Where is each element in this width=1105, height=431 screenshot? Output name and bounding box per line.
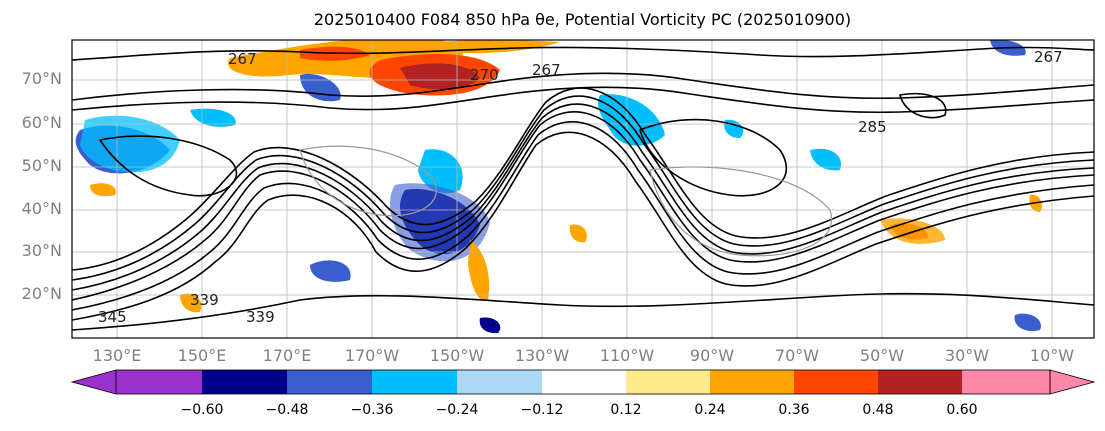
- lon-label: 50°W: [859, 346, 905, 365]
- lat-label: 30°N: [21, 241, 62, 260]
- lon-label: 150°W: [429, 346, 485, 365]
- lat-label: 50°N: [21, 156, 62, 175]
- map-area: 267 270 267 285 267 339 339 345: [72, 40, 1094, 338]
- contour-label: 339: [246, 308, 275, 326]
- map-title: 2025010400 F084 850 hPa θe, Potential Vo…: [313, 10, 852, 29]
- colorbar-swatch: [878, 370, 962, 394]
- lon-label: 110°W: [599, 346, 655, 365]
- lon-label: 30°W: [944, 346, 990, 365]
- lon-label: 150°E: [177, 346, 227, 365]
- colorbar-swatch: [794, 370, 878, 394]
- theta-e-contours: [72, 46, 1094, 331]
- lat-label: 70°N: [21, 69, 62, 88]
- lat-label: 40°N: [21, 199, 62, 218]
- graticule: [72, 40, 1094, 338]
- contour-label: 267: [1034, 48, 1063, 66]
- lon-label: 170°E: [262, 346, 312, 365]
- colorbar-swatch: [372, 370, 457, 394]
- colorbar-swatch: [457, 370, 542, 394]
- map-frame: [71, 39, 1095, 339]
- lon-label: 130°E: [92, 346, 142, 365]
- colorbar-swatch: [116, 370, 202, 394]
- colorbar-tick-label: −0.60: [180, 402, 224, 418]
- lon-label: 70°W: [774, 346, 820, 365]
- colorbar-swatch: [202, 370, 287, 394]
- contour-label: 270: [470, 66, 499, 84]
- colorbar-tick-label: −0.24: [435, 402, 479, 418]
- lat-label: 60°N: [21, 113, 62, 132]
- colorbar-tick-label: 0.36: [778, 402, 810, 418]
- colorbar-swatch: [962, 370, 1050, 394]
- lon-label: 130°W: [514, 346, 570, 365]
- colorbar-tick-label: 0.24: [694, 402, 726, 418]
- colorbar-swatch: [287, 370, 372, 394]
- colorbar-tick-label: −0.12: [520, 402, 564, 418]
- colorbar-swatch: [710, 370, 794, 394]
- colorbar: [70, 369, 1096, 395]
- colorbar-high-extension: [1049, 369, 1096, 395]
- lon-label: 90°W: [689, 346, 735, 365]
- colorbar-swatch: [626, 370, 710, 394]
- colorbar-swatch: [542, 370, 626, 394]
- contour-label: 339: [190, 291, 219, 309]
- colorbar-tick-label: 0.48: [862, 402, 894, 418]
- colorbar-frame: [115, 369, 1051, 395]
- contour-label-group: 267 270 267 285 267 339 339 345: [98, 48, 1063, 326]
- colorbar-tick-label: −0.48: [265, 402, 309, 418]
- contour-label: 285: [858, 118, 887, 136]
- colorbar-tick-label: −0.36: [350, 402, 394, 418]
- colorbar-low-extension: [70, 369, 117, 395]
- colorbar-tick-label: 0.60: [946, 402, 978, 418]
- colorbar-tick-label: 0.12: [610, 402, 642, 418]
- lat-label: 20°N: [21, 284, 62, 303]
- lon-label: 10°W: [1029, 346, 1075, 365]
- contour-label: 345: [98, 308, 127, 326]
- pv-contours: [299, 145, 833, 257]
- lon-label: 170°W: [344, 346, 400, 365]
- contour-label: 267: [228, 50, 257, 68]
- contour-label: 267: [532, 61, 561, 79]
